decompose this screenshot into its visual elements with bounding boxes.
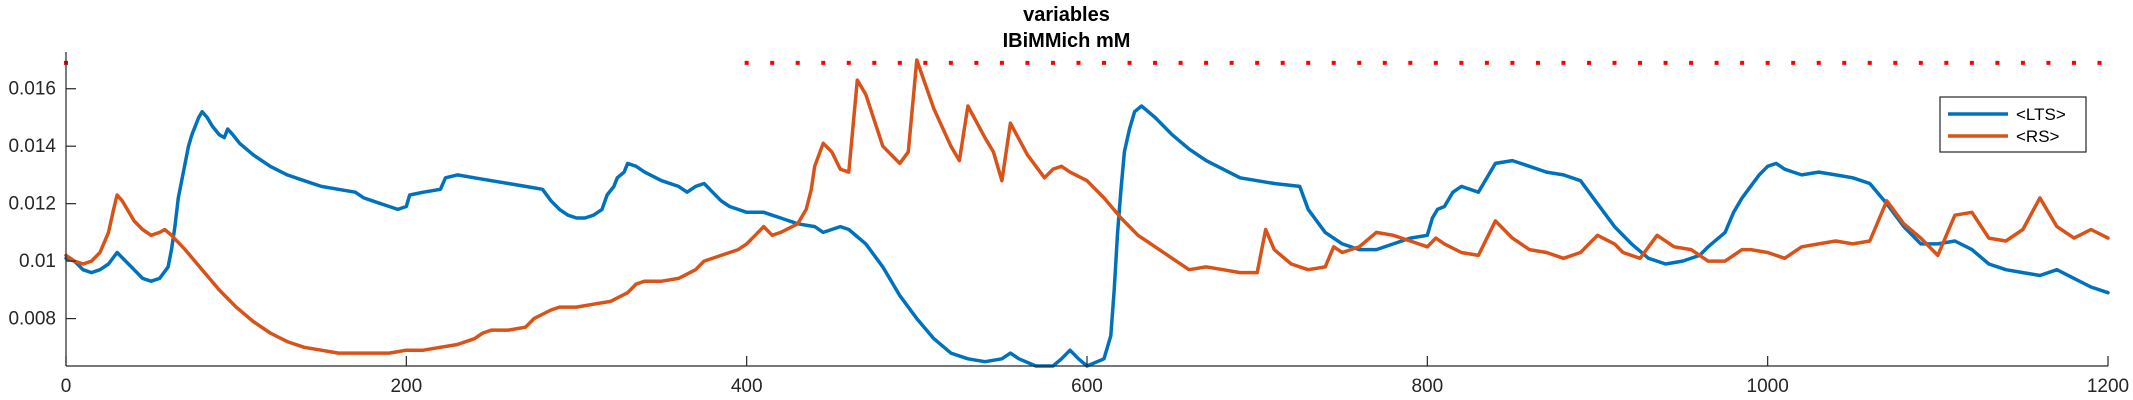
- spike-marker: [1510, 60, 1515, 65]
- spike-marker: [1280, 60, 1285, 65]
- spike-marker: [1025, 60, 1030, 65]
- spike-marker: [1663, 60, 1668, 65]
- spike-marker: [1918, 60, 1923, 65]
- spike-marker: [1586, 60, 1591, 65]
- spike-marker: [1255, 60, 1260, 65]
- spike-marker: [923, 60, 928, 65]
- spike-marker: [1306, 60, 1311, 65]
- spike-marker: [1076, 60, 1081, 65]
- spike-marker: [1433, 60, 1438, 65]
- y-tick-label: 0.012: [8, 194, 56, 215]
- spike-marker: [2071, 60, 2076, 65]
- spike-marker: [1535, 60, 1540, 65]
- spike-marker: [1127, 60, 1132, 65]
- legend: <LTS> <RS>: [1939, 96, 2087, 153]
- spike-marker: [1638, 60, 1643, 65]
- x-tick-label: 800: [1411, 376, 1443, 397]
- spike-marker: [1740, 60, 1745, 65]
- spike-marker: [1867, 60, 1872, 65]
- spike-marker: [770, 60, 775, 65]
- spike-marker: [795, 60, 800, 65]
- y-tick-label: 0.016: [8, 79, 56, 100]
- spike-marker: [846, 60, 851, 65]
- spike-marker: [1561, 60, 1566, 65]
- spike-marker: [1408, 60, 1413, 65]
- spike-marker: [2097, 60, 2102, 65]
- spike-marker: [1612, 60, 1617, 65]
- y-tick-label: 0.01: [19, 251, 56, 272]
- series-line-0: [64, 104, 2110, 368]
- spike-marker: [872, 60, 877, 65]
- spike-marker: [1944, 60, 1949, 65]
- spike-marker: [1382, 60, 1387, 65]
- spike-marker: [1229, 60, 1234, 65]
- spike-marker: [1204, 60, 1209, 65]
- spike-marker: [1050, 60, 1055, 65]
- spike-markers: [64, 60, 2102, 65]
- spike-marker: [744, 60, 749, 65]
- spike-marker: [1816, 60, 1821, 65]
- legend-label-0: <LTS>: [2016, 105, 2066, 124]
- x-tick-label: 1200: [2087, 376, 2129, 397]
- legend-box: [1939, 96, 2087, 153]
- spike-marker: [1459, 60, 1464, 65]
- x-tick-label: 0: [61, 376, 72, 397]
- chart-title: variables: [1023, 4, 1110, 26]
- spike-marker: [1714, 60, 1719, 65]
- spike-marker: [1842, 60, 1847, 65]
- spike-marker: [1969, 60, 1974, 65]
- spike-marker: [1357, 60, 1362, 65]
- spike-marker: [948, 60, 953, 65]
- spike-marker: [1178, 60, 1183, 65]
- spike-marker: [1484, 60, 1489, 65]
- spike-marker: [974, 60, 979, 65]
- spike-marker: [1153, 60, 1158, 65]
- series-line-1: [64, 58, 2110, 355]
- spike-marker: [1791, 60, 1796, 65]
- legend-label-1: <RS>: [2016, 127, 2060, 146]
- x-tick-label: 600: [1071, 376, 1103, 397]
- spike-marker: [1331, 60, 1336, 65]
- spike-marker: [999, 60, 1004, 65]
- x-tick-label: 200: [390, 376, 422, 397]
- spike-marker: [1765, 60, 1770, 65]
- series-lines: [64, 58, 2110, 368]
- axes: 0 200 400 600 800 1000 1200 0.008 0.01 0.012 0.014…: [8, 52, 2129, 397]
- spike-marker: [897, 60, 902, 65]
- x-tick-label: 400: [731, 376, 763, 397]
- spike-marker: [1995, 60, 2000, 65]
- chart-subtitle: IBiMMich mM: [1002, 30, 1131, 52]
- spike-marker: [2020, 60, 2025, 65]
- spike-marker: [821, 60, 826, 65]
- spike-marker: [1689, 60, 1694, 65]
- y-tick-label: 0.014: [8, 136, 56, 157]
- spike-marker: [2046, 60, 2051, 65]
- x-tick-label: 1000: [1747, 376, 1789, 397]
- y-tick-label: 0.008: [8, 309, 56, 330]
- spike-marker: [1102, 60, 1107, 65]
- spike-marker: [1893, 60, 1898, 65]
